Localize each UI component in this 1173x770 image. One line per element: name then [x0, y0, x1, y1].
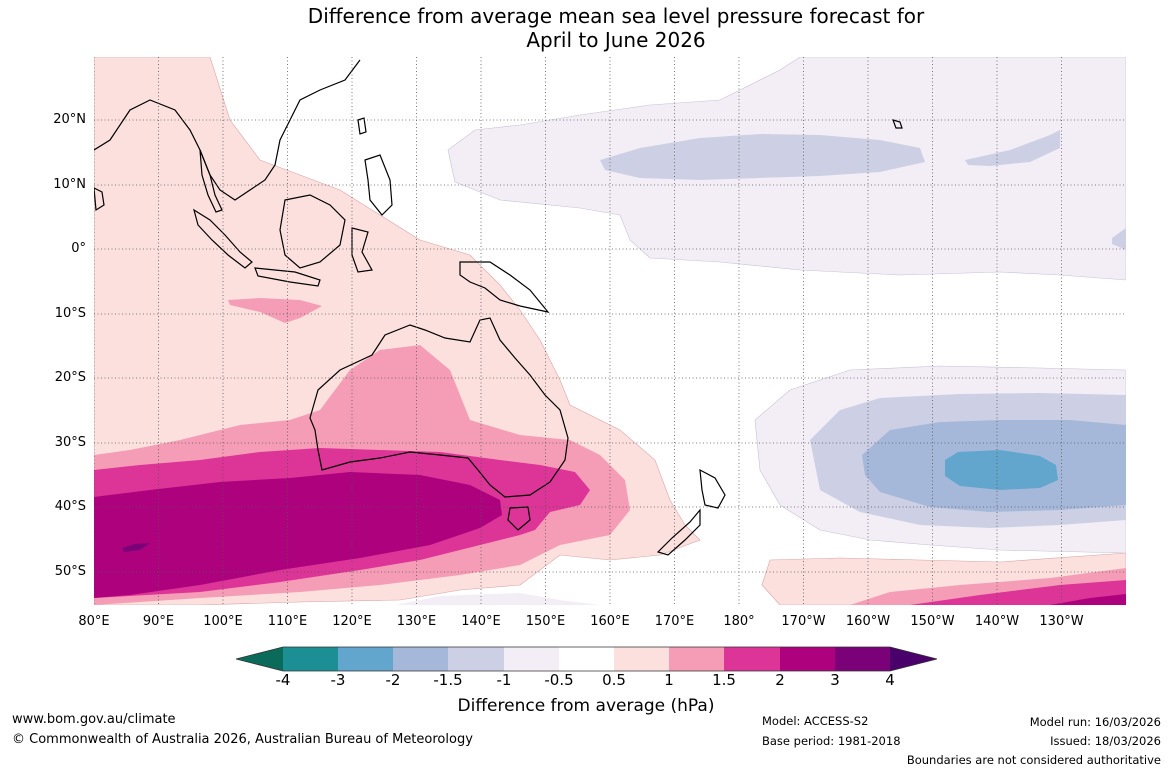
latitude-label-50s: 50°S — [54, 564, 86, 579]
colorbar-tick-label: 1.5 — [712, 671, 736, 689]
colorbar-tick-label: 0.5 — [602, 671, 626, 689]
colorbar-segment-1.5-2 — [724, 647, 780, 671]
colorbar-tick-label: -1.5 — [433, 671, 463, 689]
issued-date: Issued: 18/03/2026 — [1050, 734, 1161, 748]
colorbar-tick-label: 4 — [885, 671, 895, 689]
anomaly-region-positive-1.5-2-southeast — [910, 580, 1126, 605]
longitude-label-80e: 80°E — [78, 614, 110, 629]
longitude-label-150w: 150°W — [910, 614, 955, 629]
colorbar-segment-minus3-minus2 — [338, 647, 393, 671]
anomaly-region-positive-2-3-southeast — [1050, 594, 1126, 605]
coastline-sumatra — [193, 208, 253, 269]
model-name: Model: ACCESS-S2 — [762, 714, 869, 728]
coastline-hawaii — [892, 119, 903, 129]
graticule — [94, 57, 1126, 605]
colorbar-segment-above-4 — [890, 647, 937, 671]
colorbar-segment-3-4 — [835, 647, 890, 671]
latitude-label-20n: 20°N — [53, 112, 86, 127]
longitude-label-130w: 130°W — [1039, 614, 1084, 629]
latitude-label-30s: 30°S — [54, 435, 86, 450]
latitude-label-equator: 0° — [71, 241, 86, 256]
coastline-taiwan — [357, 117, 367, 135]
colorbar-segment-minus1.5-minus1 — [448, 647, 504, 671]
latitude-label-10s: 10°S — [54, 306, 86, 321]
coastline-sri-lanka — [94, 187, 105, 212]
model-run-date: Model run: 16/03/2026 — [1029, 715, 1161, 729]
longitude-label-160w: 160°W — [845, 614, 891, 629]
colorbar-tick-label: 2 — [775, 671, 785, 689]
coastline-asia-mainland — [94, 59, 361, 201]
colorbar-segment-below-minus-4 — [236, 647, 283, 671]
colorbar-segment-minus1-minus0.5 — [504, 647, 559, 671]
colorbar-tick-label: 1 — [664, 671, 674, 689]
anomaly-region-negative-1-1.5-equator — [1112, 228, 1126, 250]
longitude-label-140e: 140°E — [461, 614, 501, 629]
boundaries-disclaimer: Boundaries are not considered authoritat… — [906, 753, 1161, 767]
anomaly-region-positive-1-1.5-timor — [228, 298, 322, 323]
colorbar-segment-0.5-1 — [614, 647, 669, 671]
colorbar-segment-2-3 — [780, 647, 835, 671]
colorbar — [235, 646, 938, 672]
chart-title-line-2: April to June 2026 — [526, 28, 706, 52]
colorbar-tick-label: 3 — [830, 671, 840, 689]
anomaly-region-negative-2-3-south — [945, 450, 1058, 490]
latitude-label-20s: 20°S — [54, 370, 86, 385]
longitude-label-150e: 150°E — [525, 614, 566, 629]
longitude-label-100e: 100°E — [203, 614, 243, 629]
longitude-label-90e: 90°E — [142, 614, 175, 629]
longitude-label-120e: 120°E — [332, 614, 372, 629]
latitude-label-40s: 40°S — [54, 499, 86, 514]
colorbar-segment-minus2-minus1.5 — [393, 647, 448, 671]
copyright-notice: © Commonwealth of Australia 2026, Austra… — [12, 732, 473, 747]
coastline-new-zealand-north — [699, 468, 726, 509]
longitude-label-160e: 160°E — [590, 614, 630, 629]
longitude-label-110e: 110°E — [267, 614, 308, 629]
longitude-label-140w: 140°W — [974, 614, 1020, 629]
colorbar-tick-label: -2 — [385, 671, 401, 689]
anomaly-region-negative-1-1.5-north-east — [965, 130, 1060, 166]
coastline-borneo — [279, 194, 346, 269]
anomaly-region-negative-1-1.5-north — [600, 134, 925, 180]
chart-title: Difference from average mean sea level p… — [0, 4, 1173, 52]
latitude-label-10n: 10°N — [53, 177, 86, 192]
colorbar-tick-label: -3 — [330, 671, 346, 689]
colorbar-tick-label: -1 — [496, 671, 512, 689]
colorbar-title: Difference from average (hPa) — [457, 696, 715, 716]
colorbar-segment-minus4-minus3 — [283, 647, 338, 671]
colorbar-segment-1-1.5 — [669, 647, 724, 671]
longitude-label-180: 180° — [723, 614, 755, 629]
chart-title-line-1: Difference from average mean sea level p… — [307, 4, 925, 28]
coastline-philippines — [364, 154, 393, 216]
coastline-sulawesi — [351, 227, 373, 273]
colorbar-tick-label: -0.5 — [544, 671, 574, 689]
map-area — [94, 57, 1126, 605]
website-link[interactable]: www.bom.gov.au/climate — [12, 712, 176, 727]
coastline-malay-peninsula — [199, 149, 223, 213]
base-period: Base period: 1981-2018 — [762, 734, 901, 748]
coastline-new-zealand-south — [656, 508, 701, 556]
anomaly-region-positive-3-4 — [122, 543, 150, 552]
colorbar-outline — [235, 646, 938, 672]
colorbar-segment-minus0.5-0.5 — [559, 647, 614, 671]
coastline-new-guinea — [459, 261, 550, 313]
coastlines — [94, 59, 903, 556]
longitude-label-170w: 170°W — [781, 614, 826, 629]
colorbar-tick-label: -4 — [275, 671, 291, 689]
coastline-australia — [309, 317, 569, 498]
anomaly-region-negative-0.5-1-antarctic — [395, 593, 600, 605]
longitude-label-130e: 130°E — [396, 614, 437, 629]
longitude-label-170e: 170°E — [654, 614, 695, 629]
anomaly-region-positive-2-3 — [94, 472, 502, 598]
coastline-java — [254, 267, 321, 287]
